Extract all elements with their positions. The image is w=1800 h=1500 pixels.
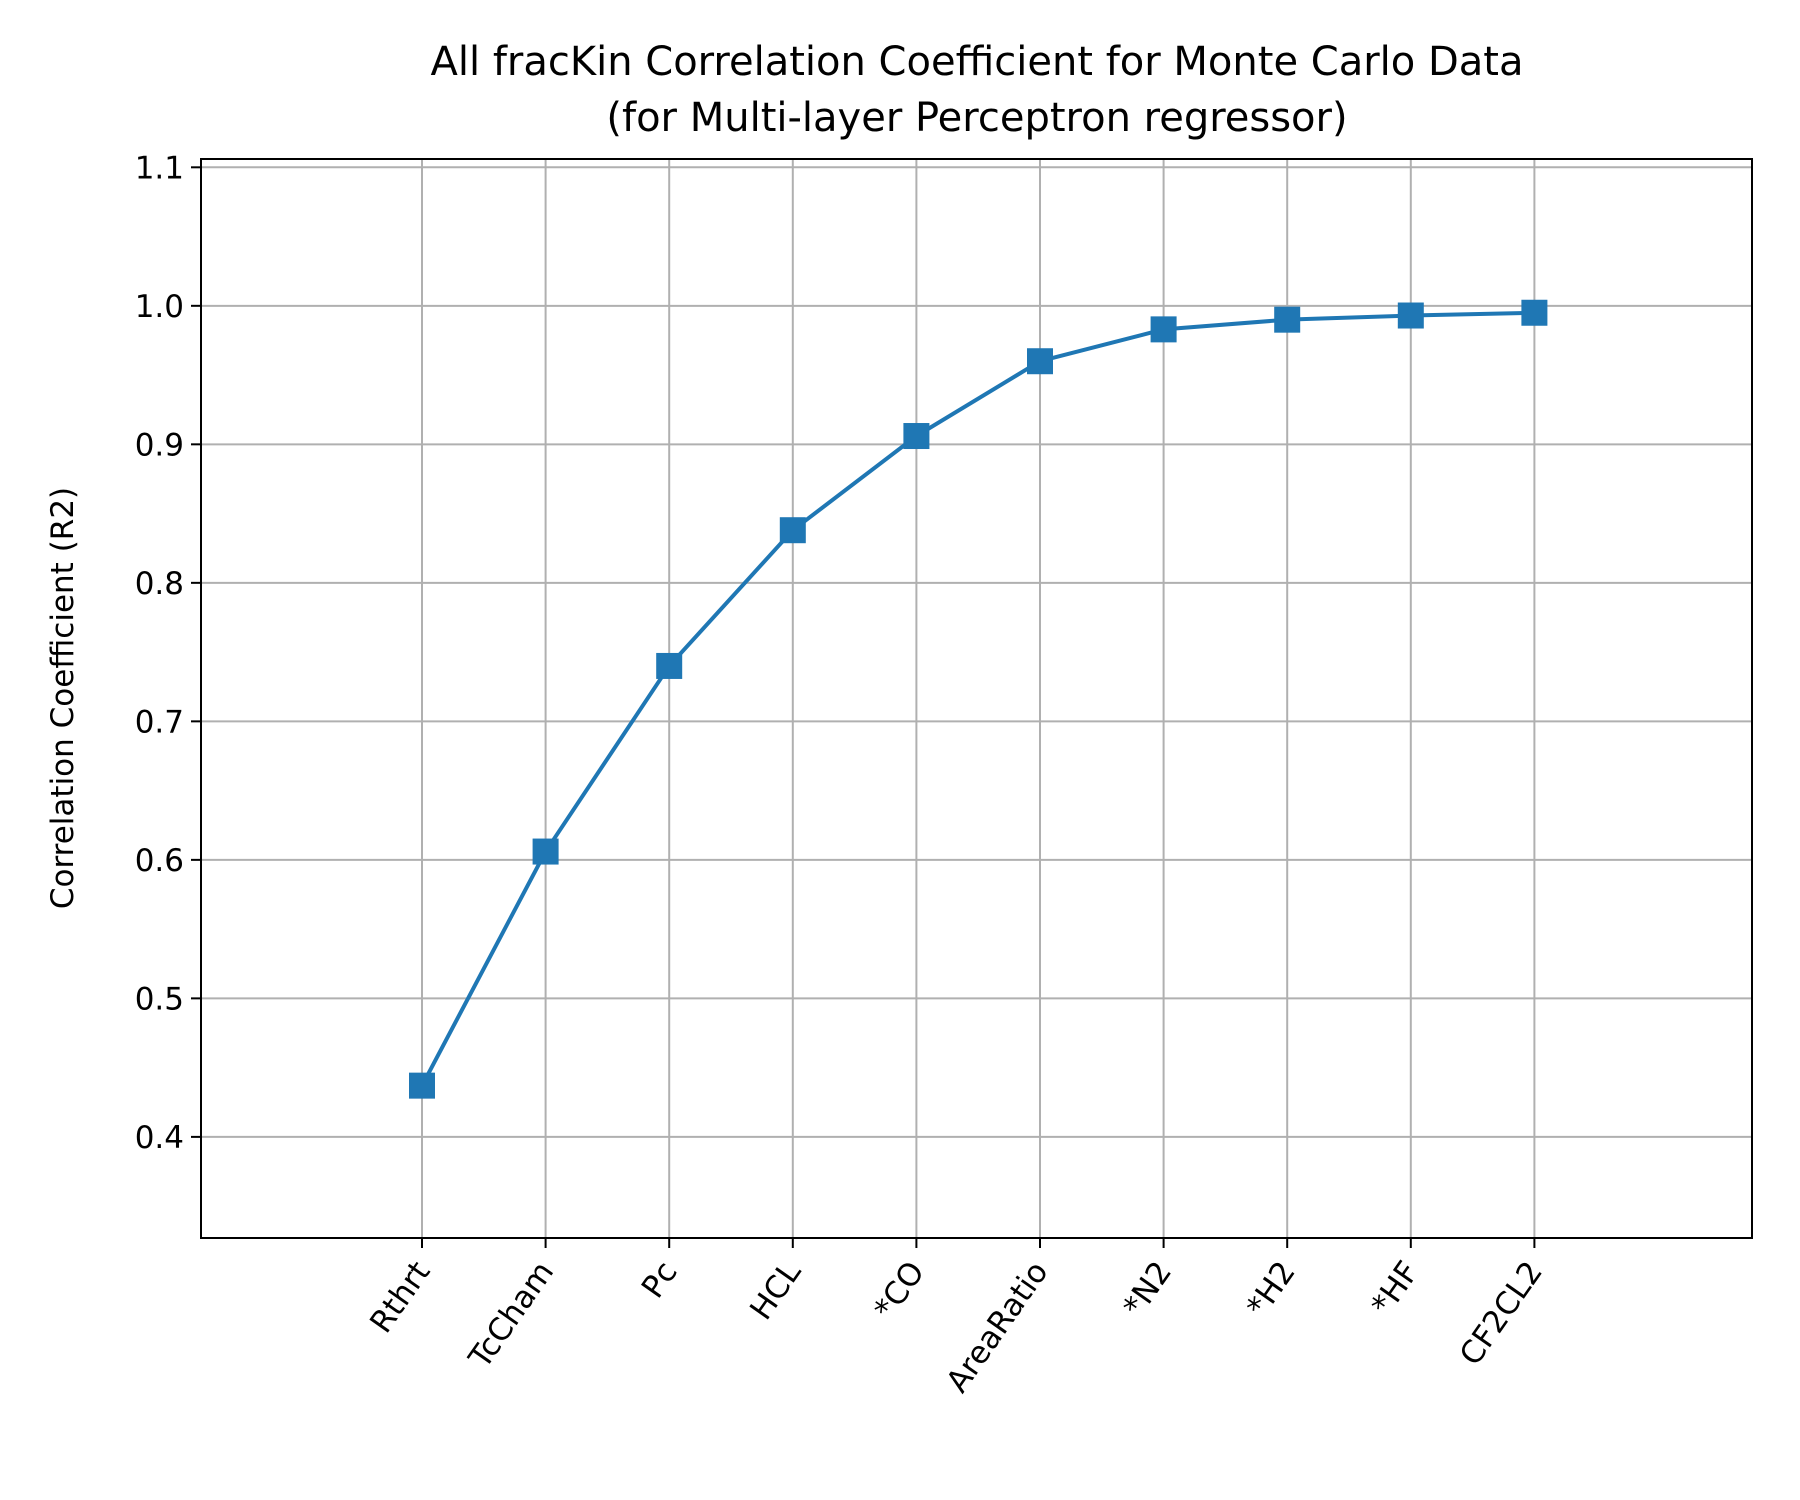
y-axis-label: Correlation Coefficient (R2) (45, 487, 81, 909)
x-tick-label: Rthrt (363, 1255, 437, 1340)
data-point-marker (409, 1072, 435, 1099)
x-tick-label: *HF (1364, 1255, 1426, 1322)
y-tick-label: 0.5 (135, 981, 184, 1017)
chart-title: All fracKin Correlation Coefficient for … (431, 39, 1524, 85)
x-tick-label: CF2CL2 (1453, 1255, 1550, 1372)
data-point-marker (1027, 348, 1053, 375)
x-tick-label: Pc (635, 1255, 685, 1305)
x-tick-label: TcCham (462, 1255, 562, 1376)
chart-subtitle: (for Multi-layer Perceptron regressor) (606, 95, 1347, 141)
y-tick-label: 0.9 (135, 427, 184, 463)
data-point-marker (1521, 299, 1548, 326)
x-tick-label: *CO (867, 1255, 932, 1326)
y-tick-label: 0.4 (135, 1120, 184, 1156)
grid (201, 159, 1752, 1238)
y-tick-label: 0.6 (135, 843, 184, 879)
data-series (409, 299, 1548, 1099)
data-point-marker (1397, 302, 1424, 329)
y-tick-label: 1.0 (135, 289, 184, 325)
x-tick-label: *H2 (1240, 1255, 1303, 1324)
data-point-marker (532, 838, 559, 865)
x-tick-label: HCL (743, 1254, 809, 1326)
data-point-marker (779, 517, 806, 544)
series-line (420, 310, 1535, 1087)
x-tick-label: AreaRatio (939, 1255, 1055, 1399)
y-tick-label: 0.8 (135, 566, 184, 602)
data-point-marker (903, 423, 930, 450)
axis-ticks: Rthrt TcCham Pc HCL *CO AreaRatio *N2 *H2 *HF CF2… (135, 150, 1550, 1399)
data-point-marker (656, 652, 683, 679)
x-tick-label: *N2 (1116, 1255, 1179, 1324)
data-point-marker (1274, 306, 1301, 333)
plot-area-frame (200, 158, 1753, 1239)
data-point-marker (1150, 316, 1177, 343)
y-tick-label: 0.7 (135, 704, 184, 740)
y-tick-label: 1.1 (135, 150, 184, 186)
